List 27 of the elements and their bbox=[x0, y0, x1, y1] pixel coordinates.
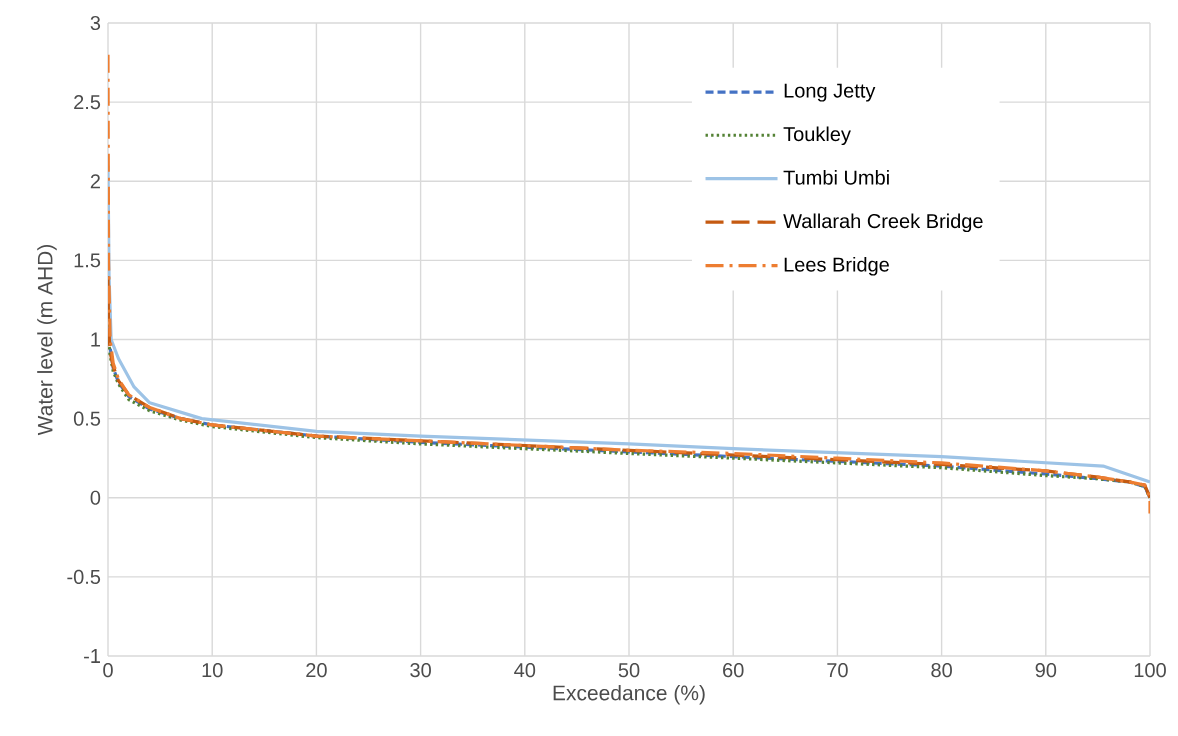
x-tick-label: 30 bbox=[410, 663, 431, 678]
y-tick-label: -0.5 bbox=[67, 569, 101, 584]
x-tick-label: 80 bbox=[931, 663, 952, 678]
x-tick-label: 50 bbox=[618, 663, 640, 678]
y-axis-title: Water level (m AHD) bbox=[37, 244, 57, 436]
legend-label: Long Jetty bbox=[784, 83, 876, 102]
y-tick-label: 3 bbox=[90, 15, 101, 31]
x-tick-label: 100 bbox=[1134, 663, 1166, 678]
y-tick-label: 2 bbox=[90, 174, 100, 189]
x-axis-title: Exceedance (%) bbox=[553, 684, 705, 705]
legend-label: Wallarah Creek Bridge bbox=[783, 213, 983, 233]
y-tick-label: 0.5 bbox=[73, 411, 101, 426]
x-tick-label: 90 bbox=[1035, 663, 1057, 678]
x-tick-label: 20 bbox=[306, 663, 327, 678]
x-tick-label: 40 bbox=[514, 663, 536, 678]
legend-label: Tumbi Umbi bbox=[783, 169, 889, 185]
x-tick-label: 60 bbox=[723, 663, 744, 678]
x-tick-label: 0 bbox=[103, 663, 113, 678]
legend-label: Toukley bbox=[783, 126, 851, 146]
legend-label: Lees Bridge bbox=[784, 256, 889, 276]
y-tick-label: 1 bbox=[91, 332, 100, 347]
y-tick-label: -1 bbox=[84, 649, 100, 663]
y-tick-label: 1.5 bbox=[74, 253, 101, 268]
x-tick-label: 10 bbox=[202, 663, 223, 678]
y-tick-label: 2.5 bbox=[74, 95, 101, 110]
y-tick-label: 0 bbox=[90, 490, 101, 505]
x-tick-label: 70 bbox=[827, 663, 848, 678]
